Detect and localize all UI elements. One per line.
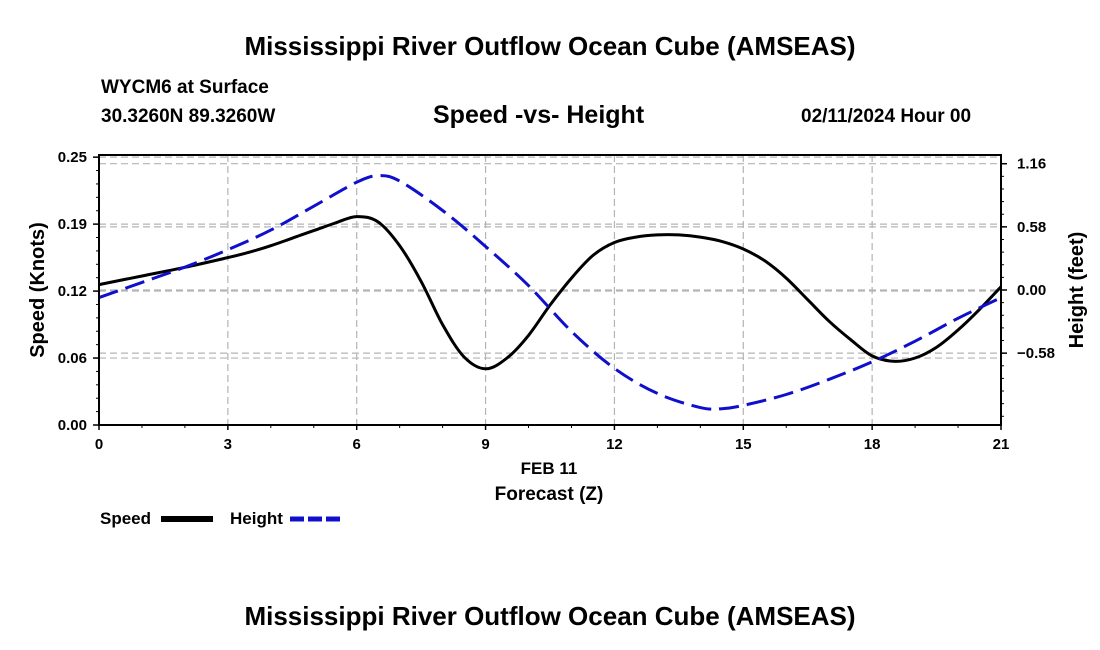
legend-speed-label: Speed bbox=[100, 509, 152, 528]
right-tick-label: 0.58 bbox=[1017, 219, 1046, 236]
axis-ticks bbox=[93, 156, 1007, 430]
right-tick-label: −0.58 bbox=[1017, 345, 1055, 362]
grid-lines bbox=[99, 155, 1001, 425]
x-tick-label: 21 bbox=[993, 436, 1010, 453]
axis-labels: 0 3 6 9 12 15 18 21 0.00 0.06 0.12 0.19 0.25 −0.58 0.0… bbox=[58, 149, 1055, 453]
left-tick-label: 0.12 bbox=[58, 283, 87, 300]
legend-height-label: Height bbox=[230, 509, 283, 528]
x-tick-label: 9 bbox=[481, 436, 489, 453]
x-tick-label: 12 bbox=[606, 436, 623, 453]
x-tick-label: 18 bbox=[864, 436, 881, 453]
station-name: WYCM6 at Surface bbox=[101, 77, 269, 98]
x-tick-label: 15 bbox=[735, 436, 752, 453]
data-series bbox=[98, 174, 1003, 411]
left-tick-label: 0.25 bbox=[58, 149, 87, 166]
chart-main-title: Mississippi River Outflow Ocean Cube (AM… bbox=[244, 31, 856, 61]
right-tick-label: 0.00 bbox=[1017, 282, 1046, 299]
left-tick-label: 0.00 bbox=[58, 417, 87, 434]
chart-subtitle: Speed -vs- Height bbox=[433, 101, 645, 129]
height-series-line bbox=[98, 174, 1002, 411]
x-axis-title: Forecast (Z) bbox=[495, 484, 604, 505]
legend-speed-swatch bbox=[161, 516, 213, 522]
left-tick-label: 0.06 bbox=[58, 350, 87, 367]
station-coordinates: 30.3260N 89.3260W bbox=[101, 106, 276, 127]
right-axis-title: Height (feet) bbox=[1066, 232, 1088, 349]
left-axis-title: Speed (Knots) bbox=[27, 222, 49, 358]
footer-title: Mississippi River Outflow Ocean Cube (AM… bbox=[244, 601, 856, 631]
x-tick-label: 0 bbox=[95, 436, 103, 453]
forecast-datetime: 02/11/2024 Hour 00 bbox=[801, 106, 972, 127]
speed-height-chart: 0 3 6 9 12 15 18 21 0.00 0.06 0.12 0.19 0.25 −0.58 0.0… bbox=[27, 149, 1088, 505]
speed-series-line bbox=[98, 215, 1003, 371]
plot-frame bbox=[98, 154, 1002, 426]
x-tick-label: 6 bbox=[353, 436, 361, 453]
left-tick-label: 0.19 bbox=[58, 216, 87, 233]
x-axis-date-label: FEB 11 bbox=[521, 459, 578, 478]
legend-height-swatch bbox=[290, 516, 344, 522]
right-tick-label: 1.16 bbox=[1017, 156, 1046, 173]
x-tick-label: 3 bbox=[224, 436, 232, 453]
